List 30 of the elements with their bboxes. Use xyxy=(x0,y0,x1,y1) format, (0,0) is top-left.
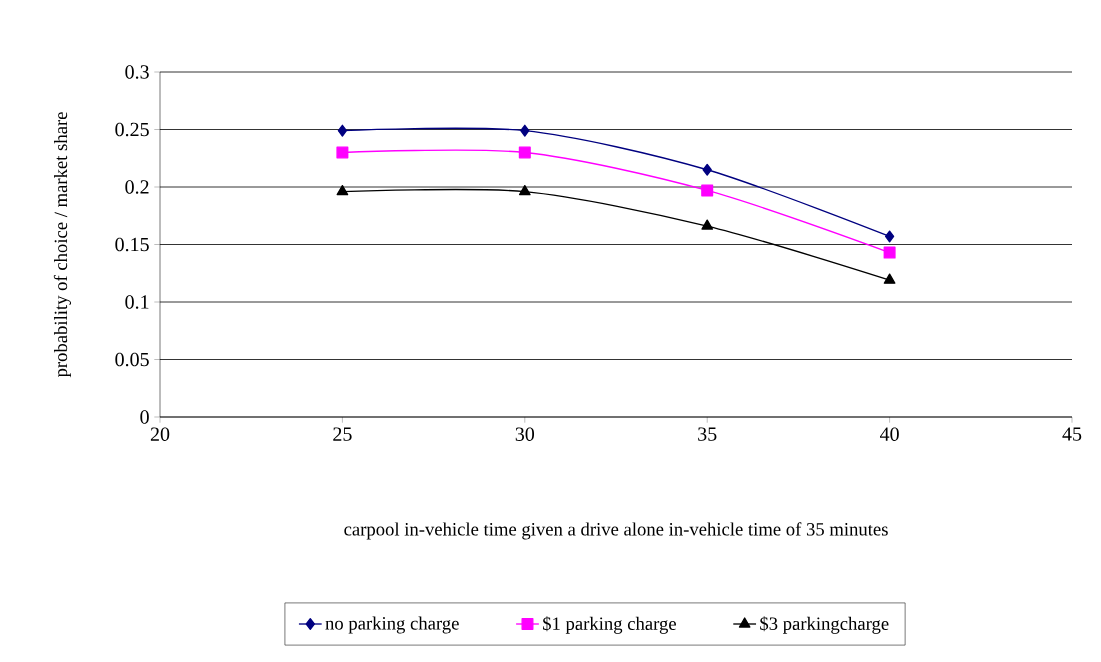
x-tick-label: 40 xyxy=(880,427,899,441)
y-tick-label: 0.1 xyxy=(125,295,149,309)
point xyxy=(883,273,896,284)
y-tick-label: 0.2 xyxy=(125,180,149,194)
point xyxy=(884,230,895,243)
x-axis-title: carpool in-vehicle time given a drive alone in-vehicle time of 35 minutes xyxy=(344,522,888,540)
point xyxy=(520,124,530,137)
x-tick-label: 20 xyxy=(150,427,170,441)
point xyxy=(883,246,896,259)
y-tick-label: 0.25 xyxy=(115,122,149,137)
point xyxy=(337,124,348,137)
y-axis-title: probability of choice / market share xyxy=(53,112,72,378)
y-tick-label: 0 xyxy=(140,410,149,424)
point xyxy=(702,163,712,176)
legend-label: $1 parking charge xyxy=(542,616,676,634)
y-tick-label: 0.3 xyxy=(125,65,149,79)
x-tick-label: 45 xyxy=(1062,427,1082,441)
y-tick-label: 0.05 xyxy=(115,352,149,367)
point xyxy=(518,146,531,159)
x-tick-label: 25 xyxy=(333,427,352,441)
x-tick-label: 30 xyxy=(515,427,535,441)
point xyxy=(701,184,714,197)
point xyxy=(336,184,349,196)
point xyxy=(518,184,531,196)
legend-label: $3 parkingcharge xyxy=(760,616,889,634)
x-tick-label: 35 xyxy=(698,427,717,441)
legend-label: no parking charge xyxy=(325,616,459,634)
y-tick-label: 0.15 xyxy=(115,237,149,252)
point xyxy=(336,146,349,159)
point xyxy=(701,219,714,230)
